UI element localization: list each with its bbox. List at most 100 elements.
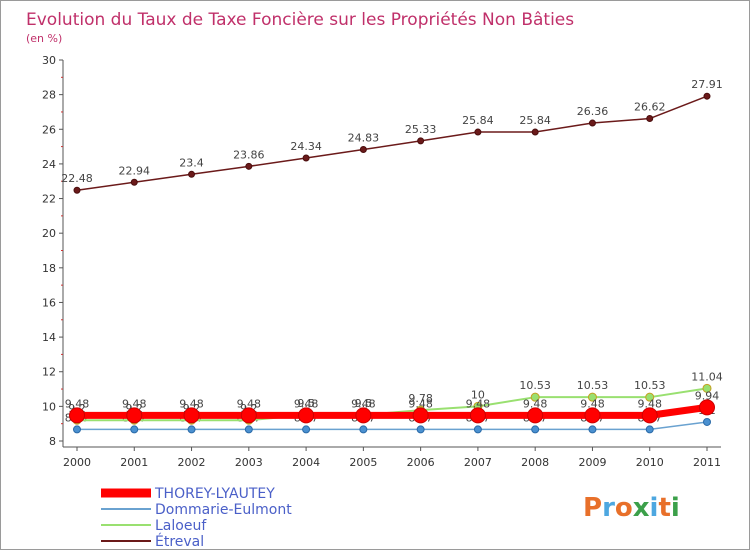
series-line-thorey <box>77 403 708 419</box>
y-tick-label: 28 <box>42 89 56 102</box>
legend: THOREY-LYAUTEYDommarie-EulmontLaloeufÉtr… <box>101 486 292 549</box>
series-etreval: 22.48 22.94 23.4 23.86 24.34 24.83 25.33 25.84 2… <box>61 78 723 194</box>
series-thorey: 9.48 9.48 9.48 9.48 9.48 9.48 9.48 9.48 9.48 9.48… <box>65 389 719 424</box>
data-point-dommarie <box>416 425 425 434</box>
data-point-thorey <box>355 407 372 424</box>
y-tick-label: 30 <box>42 54 56 67</box>
plot-area: 22.48 22.94 23.4 23.86 24.34 24.83 25.33 25.84 2… <box>61 78 723 434</box>
data-point-thorey <box>584 407 601 424</box>
data-point-thorey <box>183 407 200 424</box>
data-label-etreval: 23.86 <box>233 148 265 161</box>
data-label-thorey: 9.48 <box>580 397 605 410</box>
data-point-laloeuf <box>530 392 540 402</box>
x-tick-label: 2001 <box>120 456 148 469</box>
y-tick-label: 24 <box>42 158 56 171</box>
logo-letter: i <box>671 493 680 523</box>
logo-letter: o <box>615 493 633 523</box>
data-point-etreval <box>188 170 196 178</box>
logo-letter: i <box>650 493 659 523</box>
data-label-laloeuf: 10.53 <box>634 379 666 392</box>
data-point-thorey <box>699 399 715 416</box>
data-point-dommarie <box>359 425 368 434</box>
proxiti-logo: Proxiti <box>583 493 680 523</box>
x-tick-label: 2009 <box>578 456 606 469</box>
data-point-thorey <box>412 407 429 424</box>
x-tick-label: 2010 <box>636 456 664 469</box>
data-label-thorey: 9.48 <box>351 397 376 410</box>
data-label-etreval: 26.36 <box>577 105 609 118</box>
y-tick-label: 16 <box>42 296 56 309</box>
data-point-dommarie <box>302 425 311 434</box>
y-tick-label: 8 <box>49 435 56 448</box>
data-point-thorey <box>527 407 544 424</box>
chart-title: Evolution du Taux de Taxe Foncière sur l… <box>26 10 574 30</box>
data-point-dommarie <box>588 425 597 434</box>
x-tick-label: 2008 <box>521 456 549 469</box>
x-tick-label: 2005 <box>349 456 377 469</box>
data-label-etreval: 24.34 <box>290 140 322 153</box>
legend-label-thorey: THOREY-LYAUTEY <box>154 486 275 502</box>
x-tick-label: 2002 <box>178 456 206 469</box>
data-label-thorey: 9.48 <box>523 397 548 410</box>
logo-letter: x <box>633 493 650 523</box>
legend-label-dommarie: Dommarie-Eulmont <box>155 502 292 518</box>
data-label-laloeuf: 10.53 <box>577 379 609 392</box>
y-tick-label: 12 <box>42 366 56 379</box>
data-point-dommarie <box>130 425 139 434</box>
y-tick-label: 14 <box>42 331 56 344</box>
data-label-etreval: 27.91 <box>691 78 723 91</box>
data-label-laloeuf: 9.78 <box>408 392 433 405</box>
data-point-dommarie <box>531 425 540 434</box>
chart-subtitle: (en %) <box>26 32 62 45</box>
data-label-etreval: 25.84 <box>462 114 494 127</box>
data-label-laloeuf: 10 <box>471 388 485 401</box>
data-label-laloeuf: 11.04 <box>691 370 723 383</box>
data-point-thorey <box>240 407 257 424</box>
data-point-etreval <box>245 162 253 170</box>
data-point-thorey <box>641 407 658 424</box>
series-line-dommarie <box>77 421 708 431</box>
data-point-etreval <box>588 119 596 127</box>
data-label-thorey: 9.48 <box>65 397 90 410</box>
data-point-etreval <box>302 154 310 162</box>
axes: 8 10 12 14 16 18 20 22 24 26 28 30 2000 2001 2002 2003 2… <box>42 54 721 469</box>
data-label-thorey: 9.48 <box>237 397 262 410</box>
data-point-thorey <box>298 407 315 424</box>
y-tick-label: 10 <box>42 400 56 413</box>
data-label-etreval: 22.48 <box>61 172 93 185</box>
data-label-etreval: 25.33 <box>405 123 437 136</box>
data-label-thorey: 9.48 <box>466 397 491 410</box>
data-label-thorey: 9.48 <box>637 397 662 410</box>
data-point-laloeuf <box>645 392 655 402</box>
logo-letter: r <box>602 493 615 523</box>
x-tick-label: 2006 <box>407 456 435 469</box>
data-label-etreval: 26.62 <box>634 101 666 114</box>
data-point-dommarie <box>645 425 654 434</box>
x-tick-label: 2011 <box>693 456 721 469</box>
x-tick-label: 2004 <box>292 456 320 469</box>
series-line-etreval <box>76 95 708 191</box>
y-tick-label: 26 <box>42 123 56 136</box>
data-label-thorey: 9.48 <box>179 397 204 410</box>
x-tick-label: 2000 <box>63 456 91 469</box>
data-label-etreval: 22.94 <box>119 164 151 177</box>
data-point-etreval <box>474 128 482 136</box>
x-tick-label: 2007 <box>464 456 492 469</box>
data-label-etreval: 23.4 <box>179 156 204 169</box>
data-point-dommarie <box>187 425 196 434</box>
x-tick-label: 2003 <box>235 456 263 469</box>
data-point-thorey <box>126 407 143 424</box>
legend-label-laloeuf: Laloeuf <box>155 518 207 534</box>
y-tick-label: 20 <box>42 227 56 240</box>
data-point-etreval <box>130 178 138 186</box>
data-point-dommarie <box>244 425 253 434</box>
data-label-thorey: 9.48 <box>122 397 147 410</box>
data-point-dommarie <box>473 425 482 434</box>
data-label-laloeuf: 9.5 <box>297 397 315 410</box>
data-label-laloeuf: 10.53 <box>519 379 551 392</box>
y-tick-label: 18 <box>42 262 56 275</box>
data-label-laloeuf: 9.5 <box>355 397 373 410</box>
data-point-dommarie <box>703 417 711 426</box>
